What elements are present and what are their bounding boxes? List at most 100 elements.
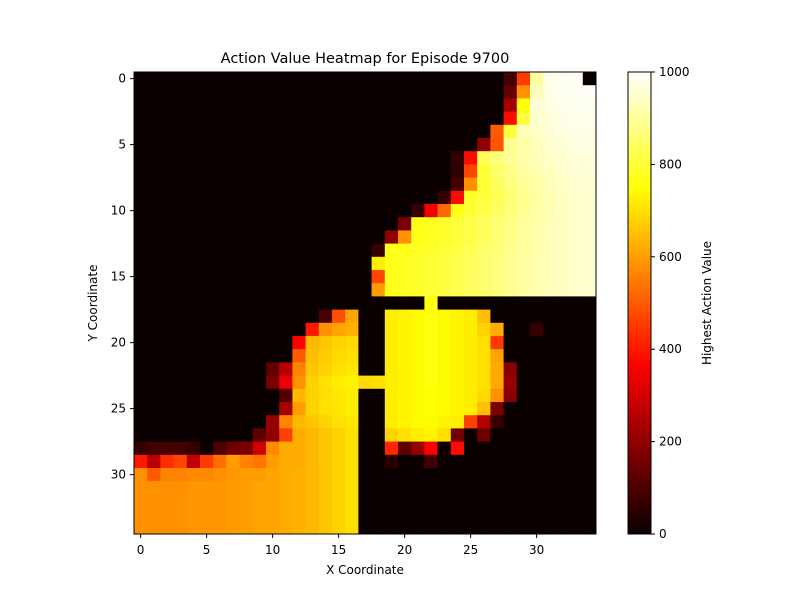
heatmap-cell [450, 336, 465, 350]
heatmap-cell [345, 481, 359, 495]
heatmap-cell [464, 256, 478, 271]
heatmap-cell [160, 481, 174, 495]
heatmap-cell [279, 177, 293, 192]
heatmap-cell [582, 362, 597, 376]
heatmap-cell [305, 256, 320, 271]
heatmap-cell [490, 415, 504, 429]
heatmap-cell [371, 309, 386, 324]
heatmap-cell [569, 520, 584, 535]
heatmap-cell [384, 256, 399, 271]
heatmap-cell [173, 217, 188, 231]
heatmap-cell [226, 72, 240, 86]
heatmap-cell [186, 349, 201, 363]
heatmap-cell [450, 256, 465, 271]
heatmap-cell [292, 190, 306, 205]
heatmap-cell [279, 349, 293, 363]
heatmap-cell [411, 190, 425, 205]
heatmap-cell [266, 256, 280, 271]
heatmap-cell [200, 520, 214, 535]
heatmap-cell [345, 468, 359, 482]
heatmap-cell [398, 441, 412, 456]
heatmap-cell [186, 217, 201, 231]
heatmap-cell [305, 362, 320, 376]
heatmap-cell [252, 428, 267, 442]
heatmap-cell [318, 151, 333, 165]
heatmap-cell [556, 309, 570, 324]
heatmap-cell [450, 190, 465, 205]
heatmap-cell [266, 520, 280, 535]
heatmap-cell [464, 481, 478, 495]
heatmap-cell [398, 177, 412, 192]
heatmap-cell [239, 454, 254, 469]
heatmap-cell [318, 375, 333, 390]
heatmap-cell [186, 72, 201, 86]
heatmap-cell [292, 520, 306, 535]
heatmap-cell [543, 164, 557, 178]
heatmap-cell [252, 494, 267, 508]
heatmap-cell [252, 124, 267, 139]
heatmap-cell [477, 349, 491, 363]
heatmap-cell [358, 138, 372, 152]
heatmap-cell [332, 362, 346, 376]
heatmap-cell [464, 309, 478, 324]
heatmap-cell [437, 322, 452, 337]
heatmap-cell [345, 507, 359, 522]
heatmap-cell [530, 336, 544, 350]
heatmap-cell [358, 388, 372, 403]
heatmap-cell [490, 349, 504, 363]
heatmap-cell [437, 494, 452, 508]
heatmap-cell [490, 217, 504, 231]
heatmap-cell [437, 230, 452, 244]
heatmap-cell [477, 164, 491, 178]
heatmap-cell [464, 270, 478, 284]
heatmap-cell [411, 164, 425, 178]
heatmap-cell [332, 454, 346, 469]
heatmap-cell [543, 98, 557, 112]
heatmap-cell [503, 362, 518, 376]
heatmap-cell [186, 151, 201, 165]
heatmap-cell [530, 98, 544, 112]
heatmap-cell [318, 349, 333, 363]
heatmap-cell [543, 151, 557, 165]
heatmap-cell [226, 428, 240, 442]
heatmap-cell [424, 296, 438, 310]
heatmap-cell [516, 415, 531, 429]
heatmap-cell [516, 481, 531, 495]
heatmap-cell [464, 164, 478, 178]
heatmap-cell [411, 270, 425, 284]
heatmap-cell [582, 85, 597, 99]
heatmap-cell [332, 402, 346, 416]
heatmap-cell [424, 72, 438, 86]
heatmap-cell [252, 230, 267, 244]
heatmap-cell [530, 362, 544, 376]
heatmap-cell [292, 243, 306, 258]
heatmap-cell [266, 204, 280, 218]
heatmap-cell [345, 217, 359, 231]
heatmap-cell [371, 494, 386, 508]
heatmap-cell [266, 151, 280, 165]
heatmap-cell [450, 138, 465, 152]
heatmap-cell [437, 217, 452, 231]
heatmap-cell [569, 243, 584, 258]
heatmap-cell [345, 494, 359, 508]
heatmap-cell [464, 98, 478, 112]
colorbar-tick-label: 1000 [659, 65, 690, 79]
heatmap-cell [160, 124, 174, 139]
heatmap-cell [318, 336, 333, 350]
heatmap-cell [160, 507, 174, 522]
heatmap-cell [252, 296, 267, 310]
heatmap-cell [424, 217, 438, 231]
heatmap-cell [450, 243, 465, 258]
heatmap-cell [582, 98, 597, 112]
heatmap-cell [464, 375, 478, 390]
heatmap-cell [530, 164, 544, 178]
heatmap-cell [477, 111, 491, 126]
heatmap-cell [398, 349, 412, 363]
heatmap-cell [279, 454, 293, 469]
heatmap-cell [147, 111, 161, 126]
heatmap-cell [543, 428, 557, 442]
heatmap-cell [516, 454, 531, 469]
heatmap-cell [134, 481, 148, 495]
heatmap-cell [332, 507, 346, 522]
heatmap-cell [358, 507, 372, 522]
